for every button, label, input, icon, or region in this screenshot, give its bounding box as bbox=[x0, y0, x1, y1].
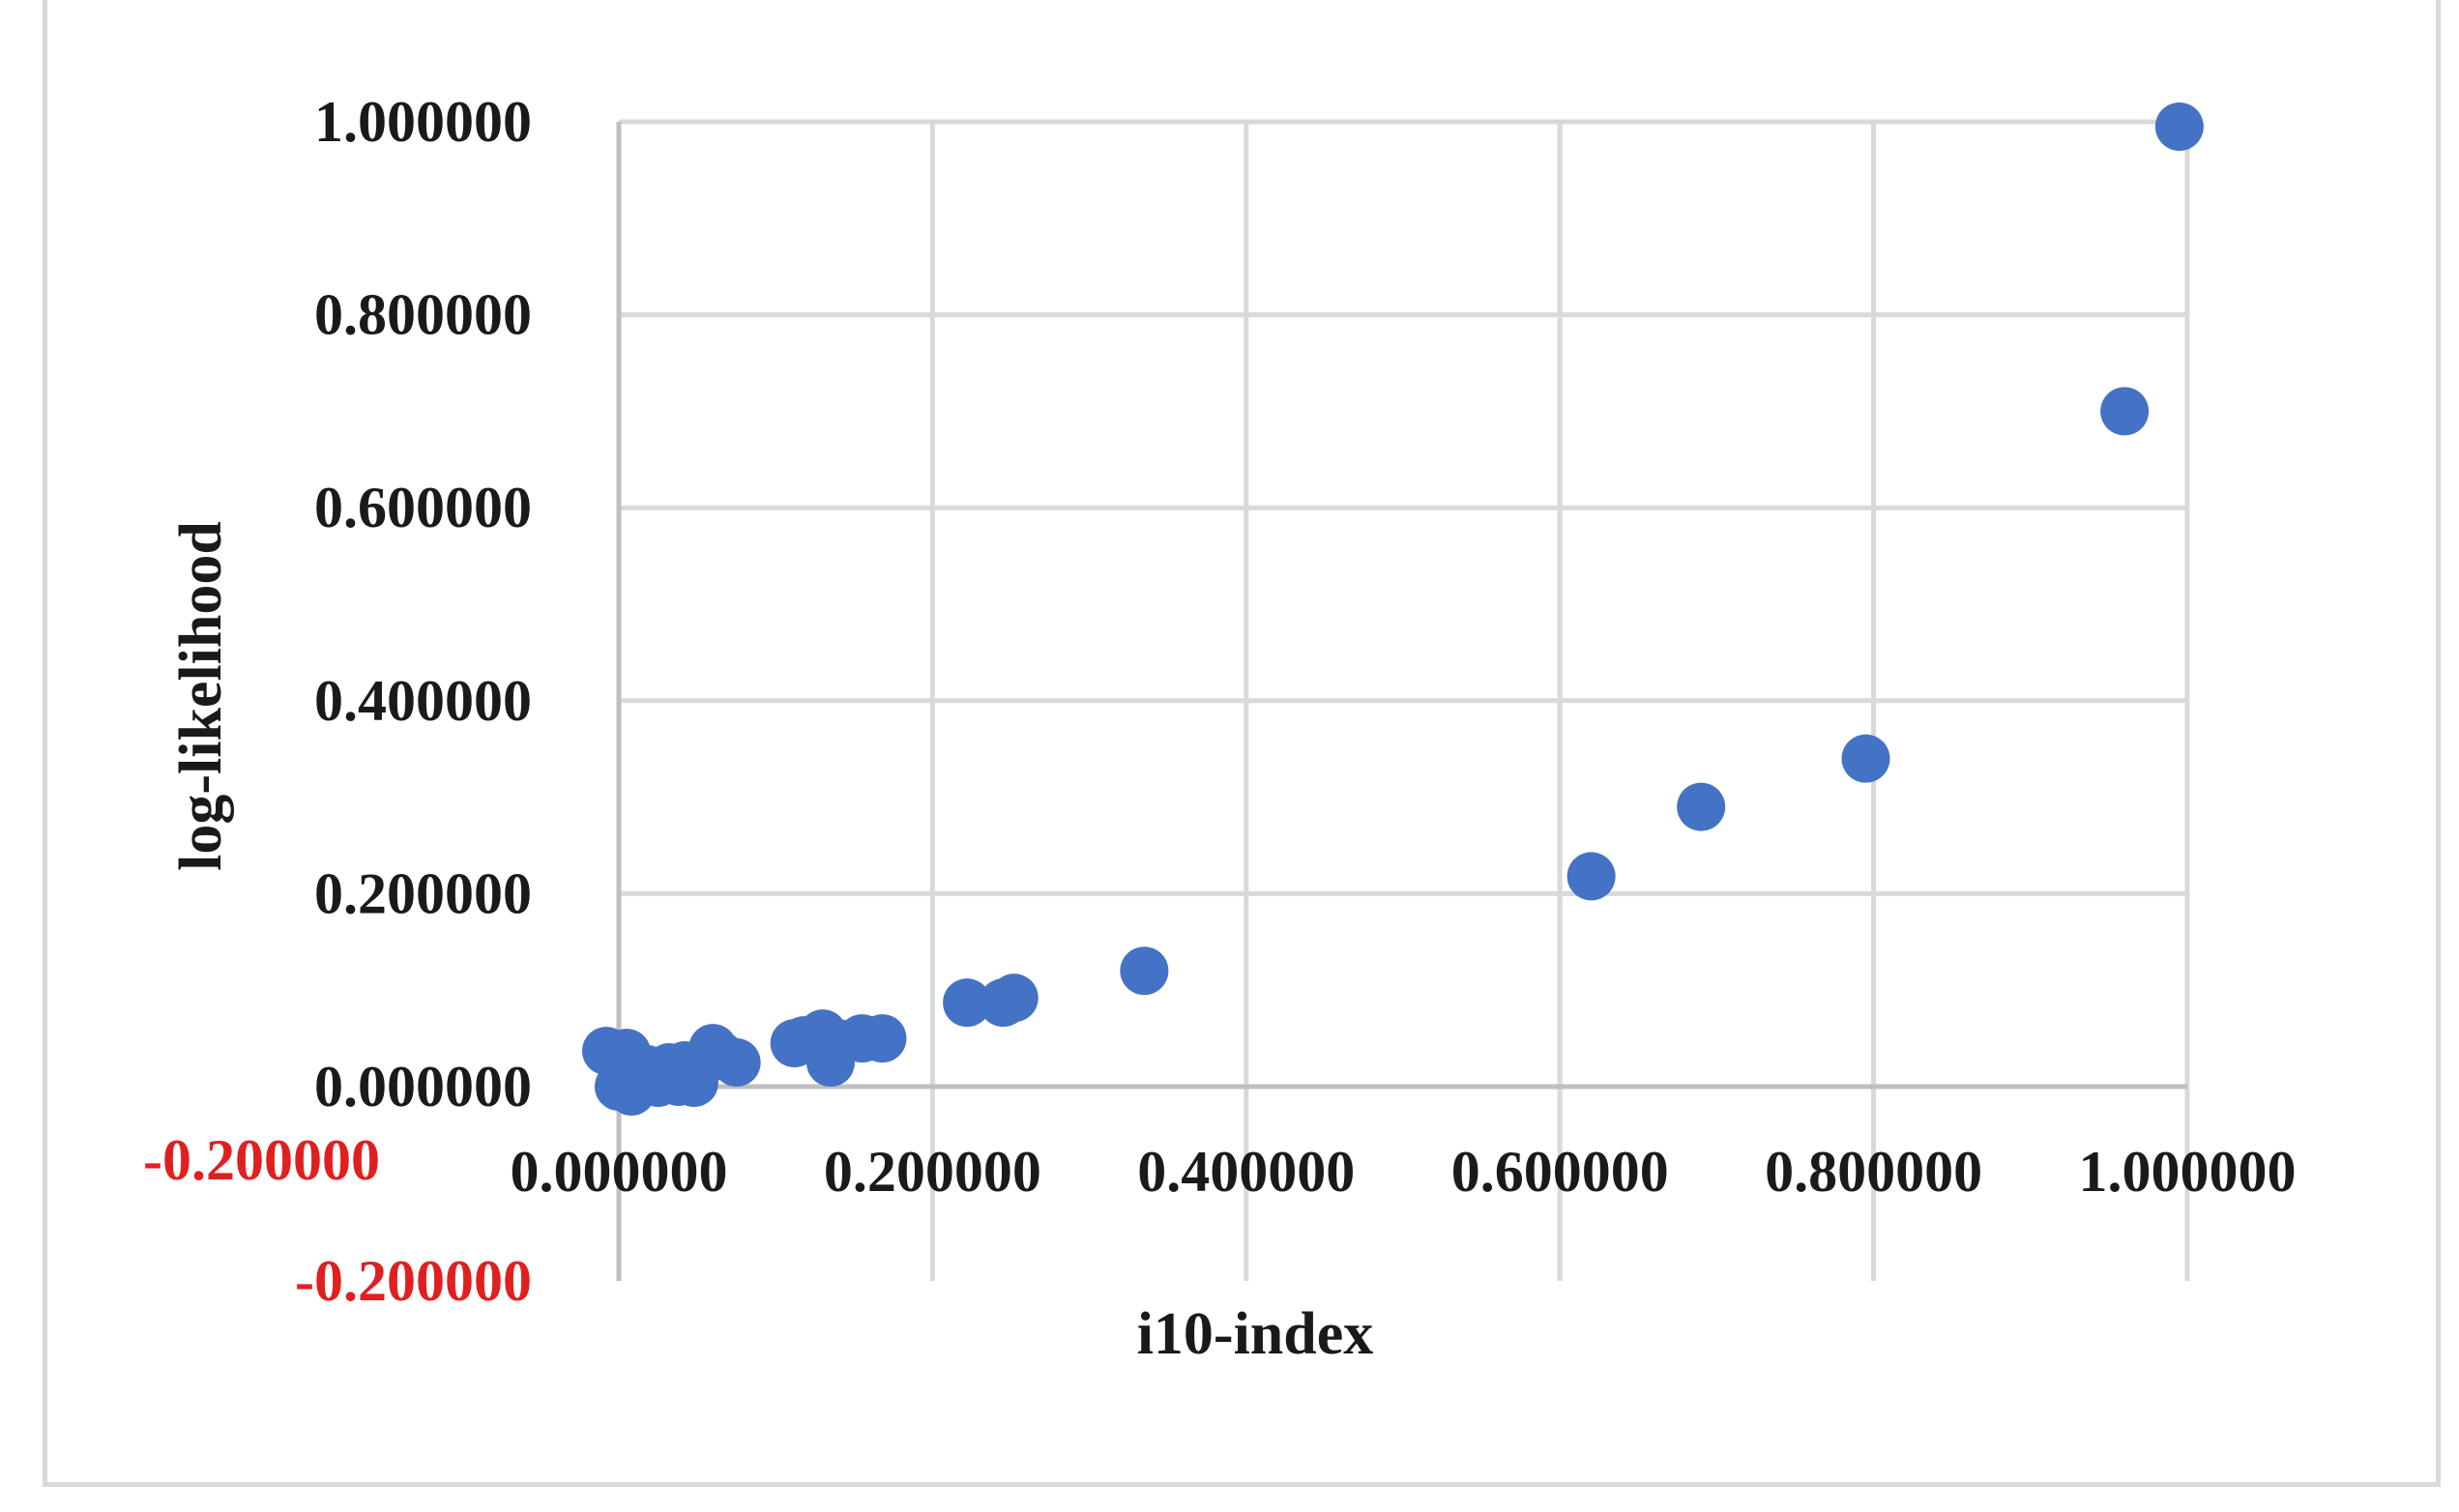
y-tick-label: 0.400000 bbox=[314, 669, 532, 733]
negative-tick-label: -0.200000 bbox=[143, 1128, 380, 1192]
scatter-point bbox=[989, 974, 1039, 1023]
data-points bbox=[582, 102, 2204, 1116]
y-tick-label: 0.600000 bbox=[314, 476, 532, 539]
scatter-point bbox=[2100, 387, 2150, 436]
scatter-point bbox=[1841, 734, 1890, 783]
scatter-point bbox=[712, 1038, 761, 1088]
y-tick-labels: 1.000000 0.800000 0.600000 0.400000 0.200000… bbox=[295, 90, 532, 1313]
y-tick-label: 0.000000 bbox=[314, 1055, 532, 1119]
scatter-point bbox=[2154, 102, 2204, 151]
x-tick-label: 0.200000 bbox=[824, 1140, 1041, 1204]
y-axis-title: log-likelihood bbox=[168, 521, 234, 871]
scatter-point bbox=[858, 1014, 907, 1063]
scatter-point bbox=[943, 978, 992, 1028]
x-tick-label: 0.400000 bbox=[1137, 1140, 1355, 1204]
x-axis-title: i10-index bbox=[1137, 1301, 1374, 1367]
scatter-point bbox=[582, 1027, 631, 1076]
scatter-point bbox=[606, 1066, 656, 1116]
scatter-point bbox=[1120, 946, 1169, 996]
grid-lines bbox=[619, 119, 2190, 1281]
x-tick-labels: 0.000000 0.200000 0.400000 0.600000 0.800000… bbox=[511, 1140, 2297, 1204]
x-tick-label: 0.800000 bbox=[1765, 1140, 1982, 1204]
scatter-point bbox=[1677, 782, 1726, 831]
chart-frame bbox=[43, 0, 2441, 1487]
y-tick-label: 0.800000 bbox=[314, 283, 532, 347]
y-tick-label: 1.000000 bbox=[314, 90, 532, 154]
y-tick-label: 0.200000 bbox=[314, 861, 532, 925]
scatter-point bbox=[1566, 852, 1616, 901]
x-tick-label: 0.600000 bbox=[1451, 1140, 1669, 1204]
x-tick-label: 1.000000 bbox=[2079, 1140, 2297, 1204]
x-tick-label: 0.000000 bbox=[511, 1140, 728, 1204]
y-tick-label: -0.200000 bbox=[295, 1249, 532, 1313]
